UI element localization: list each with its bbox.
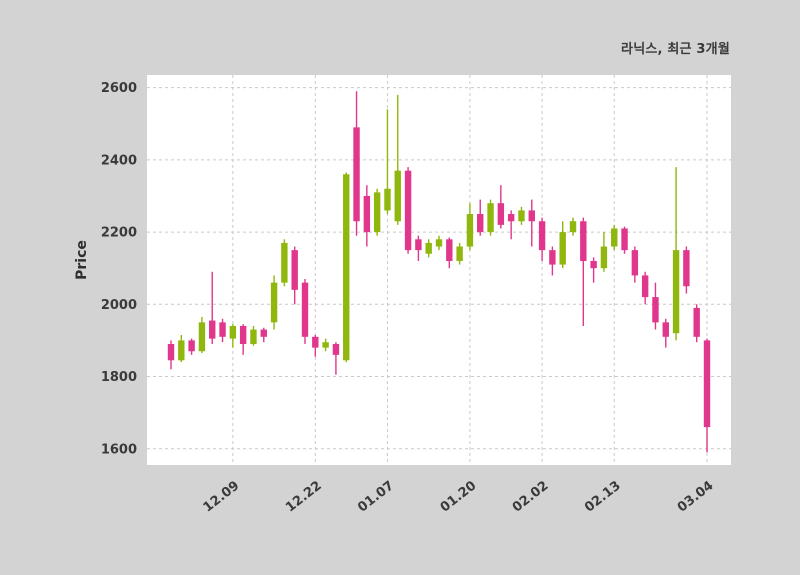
x-tick-label: 12.09 — [201, 478, 243, 515]
y-tick-label: 1600 — [101, 442, 137, 457]
x-tick-label: 02.02 — [510, 478, 552, 515]
candle-body — [373, 192, 381, 233]
x-tick-label: 01.20 — [438, 478, 480, 515]
candle-body — [652, 297, 659, 323]
candle-body — [631, 250, 639, 276]
x-tick-label: 01.07 — [355, 478, 397, 515]
candle-body — [250, 329, 257, 345]
candle-body — [683, 250, 690, 287]
candle-body — [693, 307, 700, 337]
candle-body — [229, 325, 237, 339]
candle-body — [239, 325, 247, 345]
candle-body — [518, 210, 525, 222]
candle-body — [291, 250, 298, 290]
candle-body — [446, 239, 453, 261]
candle-body — [188, 340, 195, 352]
y-tick-label: 2600 — [101, 81, 137, 96]
candle-body — [507, 214, 515, 222]
candle-body — [477, 214, 484, 233]
candle-body — [590, 260, 597, 269]
candle-body — [672, 250, 680, 334]
candle-body — [559, 232, 566, 265]
candle-body — [167, 344, 175, 361]
candle-body — [343, 174, 350, 361]
x-tick-label: 02.13 — [582, 478, 624, 515]
candle-body — [384, 188, 391, 211]
candle-body — [415, 239, 422, 251]
candle-body — [703, 340, 711, 428]
candle-body — [394, 170, 401, 222]
candle-body — [198, 322, 206, 352]
candle-body — [425, 242, 432, 254]
candle-body — [497, 203, 505, 225]
x-tick-label: 12.22 — [283, 478, 325, 515]
candle-body — [466, 214, 474, 247]
candle-body — [569, 221, 577, 233]
plot-area — [147, 75, 731, 465]
candle-body — [538, 221, 546, 251]
candle-body — [260, 329, 267, 337]
candle-body — [270, 282, 278, 323]
candle-body — [456, 246, 463, 261]
candle-body — [312, 336, 319, 348]
candle-body — [353, 127, 360, 222]
candle-body — [322, 342, 329, 348]
candle-body — [621, 228, 628, 251]
candle-body — [209, 320, 216, 339]
candle-body — [600, 246, 608, 269]
candle-body — [662, 322, 669, 337]
chart-title: 라닉스, 최근 3개월 — [621, 42, 730, 57]
y-tick-label: 2000 — [101, 298, 137, 313]
candle-body — [435, 239, 443, 247]
candle-body — [178, 340, 185, 361]
candle-body — [332, 344, 340, 355]
candle-body — [487, 203, 494, 233]
candle-body — [363, 195, 371, 233]
candle-body — [281, 242, 288, 283]
y-tick-label: 2400 — [101, 153, 137, 168]
x-tick-label: 03.04 — [675, 478, 717, 515]
y-tick-label: 2200 — [101, 226, 137, 241]
candle-body — [611, 228, 618, 247]
y-axis-label: Price — [73, 240, 90, 280]
candle-body — [580, 221, 587, 261]
candle-body — [301, 282, 309, 337]
y-tick-label: 1800 — [101, 370, 137, 385]
candle-body — [549, 250, 556, 265]
candle-body — [219, 322, 226, 337]
candle-body — [641, 275, 649, 298]
candle-body — [404, 170, 412, 251]
candle-body — [528, 210, 535, 222]
